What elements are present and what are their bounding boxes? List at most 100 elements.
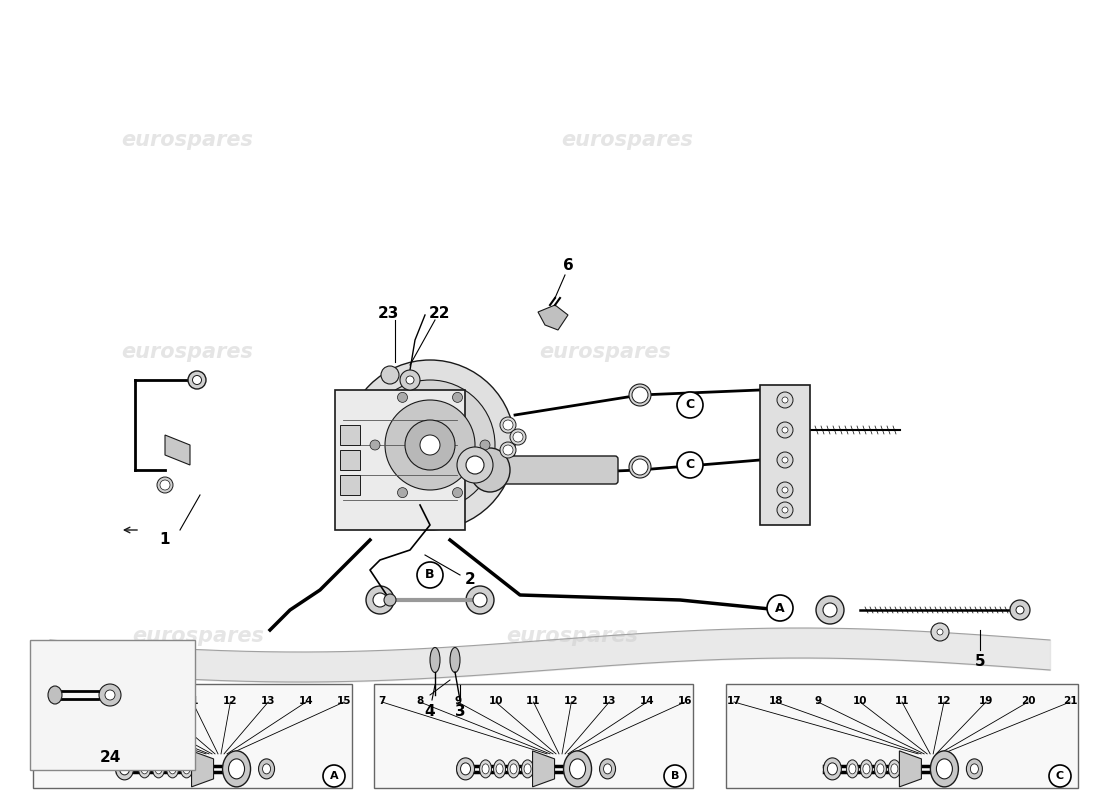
Text: 17: 17 — [727, 696, 741, 706]
Ellipse shape — [384, 594, 396, 606]
Bar — [374, 684, 693, 788]
Ellipse shape — [263, 764, 271, 774]
Circle shape — [420, 435, 440, 455]
Circle shape — [405, 420, 455, 470]
Circle shape — [385, 400, 475, 490]
Ellipse shape — [937, 629, 943, 635]
Text: 5: 5 — [975, 654, 986, 670]
Ellipse shape — [524, 764, 531, 774]
Circle shape — [452, 392, 462, 402]
Text: 6: 6 — [562, 258, 573, 273]
Circle shape — [782, 397, 788, 403]
Ellipse shape — [482, 764, 490, 774]
Circle shape — [397, 488, 407, 498]
Ellipse shape — [222, 751, 251, 787]
Ellipse shape — [400, 370, 420, 390]
Circle shape — [676, 392, 703, 418]
Text: eurospares: eurospares — [121, 342, 253, 362]
Text: 14: 14 — [640, 696, 654, 706]
Ellipse shape — [430, 647, 440, 673]
Circle shape — [513, 432, 522, 442]
Text: C: C — [685, 458, 694, 471]
Ellipse shape — [480, 760, 492, 778]
Ellipse shape — [188, 371, 206, 389]
Text: 7: 7 — [37, 696, 45, 706]
Ellipse shape — [496, 764, 503, 774]
Circle shape — [767, 595, 793, 621]
Ellipse shape — [500, 442, 516, 458]
Ellipse shape — [366, 586, 394, 614]
Bar — [30, 640, 195, 770]
Ellipse shape — [510, 429, 526, 445]
Text: 23: 23 — [377, 306, 398, 321]
Ellipse shape — [874, 760, 887, 778]
Ellipse shape — [180, 760, 192, 778]
Ellipse shape — [99, 684, 121, 706]
Ellipse shape — [473, 593, 487, 607]
Text: 18: 18 — [769, 696, 783, 706]
Circle shape — [777, 422, 793, 438]
Text: eurospares: eurospares — [132, 626, 264, 646]
Ellipse shape — [139, 760, 151, 778]
Bar — [760, 385, 810, 525]
Text: 4: 4 — [425, 705, 436, 719]
Ellipse shape — [229, 759, 244, 779]
Text: 13: 13 — [602, 696, 616, 706]
Polygon shape — [165, 435, 190, 465]
Ellipse shape — [604, 764, 612, 774]
Ellipse shape — [456, 758, 474, 780]
Ellipse shape — [500, 417, 516, 433]
Ellipse shape — [470, 448, 510, 492]
Ellipse shape — [381, 366, 399, 384]
Circle shape — [782, 457, 788, 463]
Ellipse shape — [629, 456, 651, 478]
Text: 13: 13 — [261, 696, 275, 706]
Ellipse shape — [970, 764, 978, 774]
Text: 3: 3 — [454, 705, 465, 719]
Text: eurospares: eurospares — [539, 342, 671, 362]
Circle shape — [632, 459, 648, 475]
Ellipse shape — [461, 763, 471, 775]
Circle shape — [782, 487, 788, 493]
Polygon shape — [538, 305, 568, 330]
Ellipse shape — [967, 759, 982, 779]
Ellipse shape — [373, 593, 387, 607]
Text: 11: 11 — [185, 696, 200, 706]
Ellipse shape — [629, 384, 651, 406]
Text: 12: 12 — [223, 696, 238, 706]
Text: 2: 2 — [464, 573, 475, 587]
Text: 21: 21 — [1063, 696, 1077, 706]
Bar — [340, 475, 360, 495]
Circle shape — [160, 480, 170, 490]
Text: 12: 12 — [937, 696, 952, 706]
Text: 15: 15 — [337, 696, 351, 706]
Text: 20: 20 — [1021, 696, 1035, 706]
Ellipse shape — [521, 760, 534, 778]
Ellipse shape — [931, 623, 949, 641]
Text: C: C — [1056, 771, 1064, 781]
Circle shape — [777, 482, 793, 498]
Polygon shape — [900, 751, 922, 787]
Text: 8: 8 — [75, 696, 82, 706]
Circle shape — [777, 392, 793, 408]
Circle shape — [503, 420, 513, 430]
Ellipse shape — [846, 760, 858, 778]
Circle shape — [664, 765, 686, 787]
Text: C: C — [685, 398, 694, 411]
Circle shape — [397, 392, 407, 402]
Ellipse shape — [116, 758, 133, 780]
Ellipse shape — [466, 586, 494, 614]
Text: 7: 7 — [378, 696, 386, 706]
Ellipse shape — [494, 760, 506, 778]
Text: 1: 1 — [160, 533, 170, 547]
Text: 11: 11 — [526, 696, 541, 706]
Text: 10: 10 — [147, 696, 162, 706]
Circle shape — [777, 452, 793, 468]
Circle shape — [466, 456, 484, 474]
Ellipse shape — [849, 764, 856, 774]
Ellipse shape — [510, 764, 517, 774]
Ellipse shape — [450, 647, 460, 673]
Ellipse shape — [192, 375, 201, 385]
Ellipse shape — [120, 763, 130, 775]
Ellipse shape — [600, 759, 616, 779]
